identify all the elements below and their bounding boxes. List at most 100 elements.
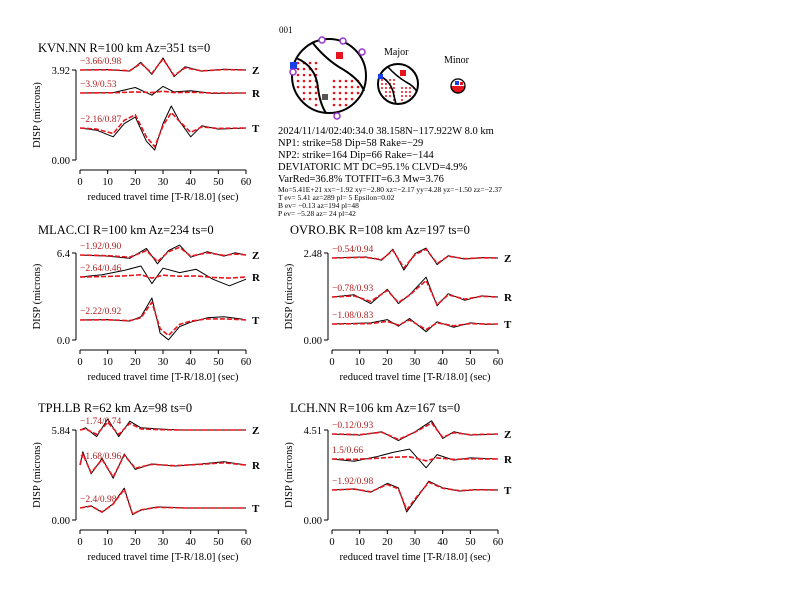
- x-axis-label: reduced travel time [T-R/18.0] (sec): [88, 372, 239, 383]
- beachball-dot: [409, 91, 411, 93]
- major-beachball-outline: [377, 63, 419, 105]
- beachball-dot: [308, 79, 312, 83]
- beachball-dot: [350, 85, 354, 89]
- beachball-dot: [302, 91, 306, 95]
- x-tick-label: 60: [241, 537, 252, 548]
- synthetic-trace: [79, 58, 247, 77]
- beachball-dot: [314, 61, 318, 65]
- beachball-dot: [389, 87, 391, 89]
- component-fit-annotation: −3.9/0.53: [80, 80, 117, 90]
- x-tick-label: 30: [158, 537, 169, 548]
- x-tick-label: 0: [77, 177, 82, 188]
- beachball-dot: [332, 79, 336, 83]
- synthetic-trace: [331, 422, 499, 441]
- major-p-axis: [378, 74, 383, 79]
- x-tick-label: 40: [185, 177, 196, 188]
- synthetic-trace: [331, 481, 499, 511]
- component-fit-annotation: −0.54/0.94: [332, 245, 373, 255]
- component-label: T: [252, 503, 260, 515]
- y-axis-label: DISP (microns): [32, 82, 43, 148]
- x-tick-label: 50: [213, 177, 224, 188]
- beachball-dot: [296, 73, 300, 77]
- beachball-dot: [314, 91, 318, 95]
- minor-beachball: [450, 78, 466, 94]
- y-tick-label: 0.00: [304, 336, 322, 347]
- component-fit-annotation: −3.66/0.98: [80, 57, 121, 67]
- beachball-dot: [401, 95, 403, 97]
- y-tick-label: 0.0: [57, 336, 70, 347]
- synthetic-trace: [79, 453, 247, 478]
- x-tick-label: 20: [382, 537, 393, 548]
- component-fit-annotation: −1.92/0.90: [80, 242, 121, 252]
- beachball-dot: [381, 83, 383, 85]
- beachball-dot: [344, 97, 348, 101]
- event-fit: VarRed=36.8% TOTFIT=6.3 Mw=3.76: [278, 174, 444, 185]
- beachball-dot: [308, 61, 312, 65]
- beachball-dot: [356, 85, 360, 89]
- beachball-dot: [385, 83, 387, 85]
- x-tick-label: 20: [382, 357, 393, 368]
- beachball-dot: [332, 85, 336, 89]
- component-label: Z: [252, 250, 259, 262]
- beachball-dot: [409, 95, 411, 97]
- x-tick-label: 10: [102, 537, 113, 548]
- component-label: Z: [504, 253, 511, 265]
- beachball-dot: [344, 103, 348, 107]
- y-tick-label: 3.92: [52, 66, 70, 77]
- t-axis-marker: [336, 52, 343, 59]
- panel-title: MLAC.CI R=100 km Az=234 ts=0: [38, 223, 214, 237]
- x-tick-label: 30: [158, 177, 169, 188]
- x-axis-label: reduced travel time [T-R/18.0] (sec): [340, 372, 491, 383]
- minor-label: Minor: [444, 55, 470, 66]
- component-label: T: [504, 319, 512, 331]
- y-tick-label: 0.00: [52, 156, 70, 167]
- beachball-dot: [296, 79, 300, 83]
- event-t-eigen: T ev= 5.41 az=289 pl= 5 Epsilon=0.02: [278, 193, 395, 202]
- b-axis-marker: [322, 94, 328, 100]
- panel-title: TPH.LB R=62 km Az=98 ts=0: [38, 401, 192, 415]
- beachball-dot: [405, 91, 407, 93]
- beachball-dot: [389, 95, 391, 97]
- station-marker: [339, 37, 347, 45]
- beachball-dot: [356, 91, 360, 95]
- y-axis-label: DISP (microns): [32, 263, 43, 329]
- y-axis-label: DISP (microns): [284, 263, 295, 329]
- component-fit-annotation: −0.12/0.93: [332, 421, 373, 431]
- x-tick-label: 50: [213, 537, 224, 548]
- beachball-dot: [308, 97, 312, 101]
- x-tick-label: 60: [241, 357, 252, 368]
- observed-trace: [79, 265, 247, 287]
- y-axis-label: DISP (microns): [32, 442, 43, 508]
- p-axis-marker: [290, 62, 297, 69]
- observed-trace: [331, 276, 499, 307]
- y-tick-label: 2.48: [304, 249, 322, 260]
- x-axis-label: reduced travel time [T-R/18.0] (sec): [88, 192, 239, 203]
- event-info: 001 2024/11/14/02:40:34.0 38.158N−117.92…: [278, 25, 502, 218]
- synthetic-trace: [331, 248, 499, 269]
- beachball-dot: [302, 79, 306, 83]
- x-tick-label: 60: [493, 357, 504, 368]
- beachball-dot: [302, 73, 306, 77]
- major-nodal-plane-2: [387, 66, 418, 93]
- component-fit-annotation: −2.4/0.98: [80, 495, 117, 505]
- event-id: 001: [279, 25, 293, 35]
- x-tick-label: 50: [465, 537, 476, 548]
- x-tick-label: 10: [102, 177, 113, 188]
- major-label: Major: [384, 47, 409, 58]
- beachball-dot: [409, 87, 411, 89]
- main-beachball-nodal-plane-2: [311, 41, 365, 92]
- x-tick-label: 40: [185, 537, 196, 548]
- waveform-panels: KVN.NN R=100 km Az=351 ts=03.920.00DISP …: [32, 41, 513, 563]
- component-fit-annotation: −2.16/0.87: [80, 115, 121, 125]
- synthetic-trace: [79, 111, 247, 148]
- station-marker: [333, 112, 341, 120]
- beachball-dot: [389, 91, 391, 93]
- beachball-dot: [338, 97, 342, 101]
- waveform-panel: LCH.NN R=106 km Az=167 ts=0 4.51 0.00 DISP …: [284, 401, 513, 563]
- synthetic-trace: [79, 246, 247, 263]
- component-label: R: [504, 292, 513, 304]
- beachball-dot: [296, 85, 300, 89]
- event-np1: NP1: strike=58 Dip=58 Rake=−29: [278, 138, 423, 149]
- component-label: R: [252, 88, 261, 100]
